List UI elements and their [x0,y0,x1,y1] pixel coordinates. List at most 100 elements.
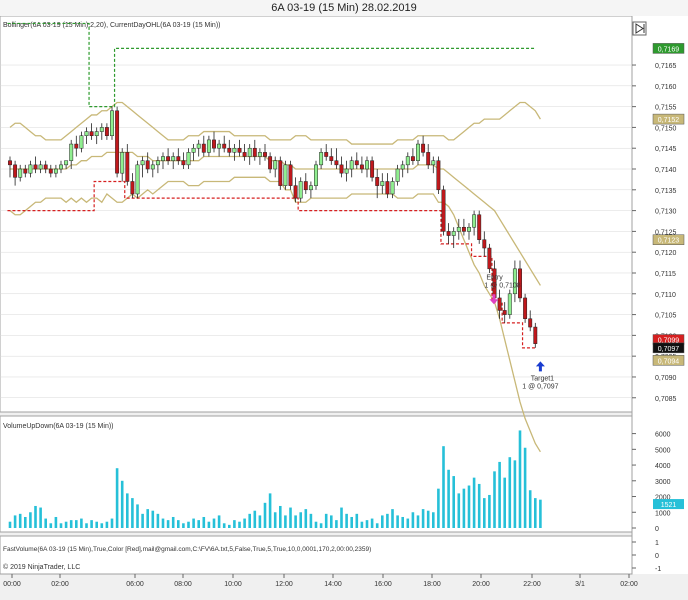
candle-body[interactable] [400,164,405,170]
candle-body[interactable] [38,164,43,170]
candle-body[interactable] [196,143,201,149]
candle-body[interactable] [237,147,242,153]
candle-body[interactable] [507,293,512,315]
candle-body[interactable] [436,160,441,191]
candle-body[interactable] [344,168,349,174]
candle-body[interactable] [421,143,426,153]
candle-body[interactable] [482,239,487,249]
candle-body[interactable] [518,268,522,299]
candle-body[interactable] [405,156,410,166]
candle-body[interactable] [319,152,324,166]
candle-body[interactable] [523,297,528,319]
candle-body[interactable] [84,131,89,136]
candle-body[interactable] [232,147,237,153]
candle-body[interactable] [410,156,415,161]
candle-body[interactable] [533,326,538,344]
fastvolume-panel[interactable] [0,535,633,575]
candle-body[interactable] [28,164,33,174]
candle-body[interactable] [89,131,94,136]
candle-body[interactable] [176,156,181,161]
candle-body[interactable] [227,147,232,153]
candle-body[interactable] [385,181,390,195]
candle-body[interactable] [18,168,23,178]
candle-body[interactable] [354,160,359,166]
candle-body[interactable] [130,181,135,195]
candle-body[interactable] [268,156,273,170]
candle-body[interactable] [104,127,109,136]
candle-body[interactable] [283,164,288,186]
candle-body[interactable] [43,164,48,170]
candle-body[interactable] [395,168,400,182]
candle-body[interactable] [115,110,120,174]
candle-body[interactable] [222,143,227,149]
candle-body[interactable] [135,164,140,195]
candle-body[interactable] [171,156,176,161]
candle-body[interactable] [33,164,38,170]
candle-body[interactable] [303,181,308,191]
candle-body[interactable] [150,164,155,170]
candle-body[interactable] [298,181,303,199]
candle-body[interactable] [74,143,79,149]
candle-body[interactable] [217,143,222,149]
candle-body[interactable] [125,152,130,182]
candle-body[interactable] [487,247,492,270]
candle-body[interactable] [48,168,53,174]
candle-body[interactable] [201,143,206,153]
candle-body[interactable] [94,131,99,136]
volume-panel[interactable] [0,415,633,533]
candle-body[interactable] [120,152,125,174]
candle-body[interactable] [477,214,482,240]
candle-body[interactable] [161,156,165,161]
candle-body[interactable] [334,160,339,166]
candle-body[interactable] [212,139,216,149]
candle-body[interactable] [110,110,114,136]
candle-body[interactable] [314,164,318,186]
candle-body[interactable] [278,160,283,186]
candle-body[interactable] [145,160,150,170]
candle-body[interactable] [370,160,375,178]
candle-body[interactable] [8,160,12,166]
candle-body[interactable] [166,156,171,161]
candle-body[interactable] [329,156,334,161]
candle-body[interactable] [252,147,257,157]
candle-body[interactable] [365,160,369,170]
candle-body[interactable] [191,147,196,153]
candle-body[interactable] [426,152,431,166]
candle-body[interactable] [242,152,247,157]
candle-body[interactable] [53,168,58,174]
candle-body[interactable] [64,160,69,166]
candle-body[interactable] [288,164,293,186]
candle-body[interactable] [528,318,533,328]
candle-body[interactable] [263,152,267,157]
candle-body[interactable] [349,160,354,170]
candle-body[interactable] [59,164,63,170]
candle-body[interactable] [308,185,313,191]
candle-body[interactable] [257,152,262,157]
candle-body[interactable] [155,160,160,166]
candle-body[interactable] [186,152,191,166]
candle-body[interactable] [339,164,344,174]
candle-body[interactable] [13,164,18,178]
candle-body[interactable] [69,143,74,161]
candle-body[interactable] [181,160,186,166]
candle-body[interactable] [140,160,145,166]
candle-body[interactable] [431,160,436,166]
candle-body[interactable] [446,231,451,236]
candle-body[interactable] [456,226,461,232]
candle-body[interactable] [390,181,395,195]
candle-body[interactable] [497,297,502,311]
candle-body[interactable] [441,189,446,232]
candle-body[interactable] [472,214,477,228]
chart-trader-icon[interactable] [632,21,647,36]
candle-body[interactable] [23,168,28,174]
candle-body[interactable] [293,185,298,199]
candle-body[interactable] [512,268,517,295]
candle-body[interactable] [273,160,278,170]
candle-body[interactable] [451,231,456,236]
candle-body[interactable] [502,310,507,315]
candle-body[interactable] [79,135,84,149]
candle-body[interactable] [380,181,385,186]
candle-body[interactable] [359,164,364,170]
price-panel[interactable] [0,16,633,413]
candle-body[interactable] [247,147,252,157]
